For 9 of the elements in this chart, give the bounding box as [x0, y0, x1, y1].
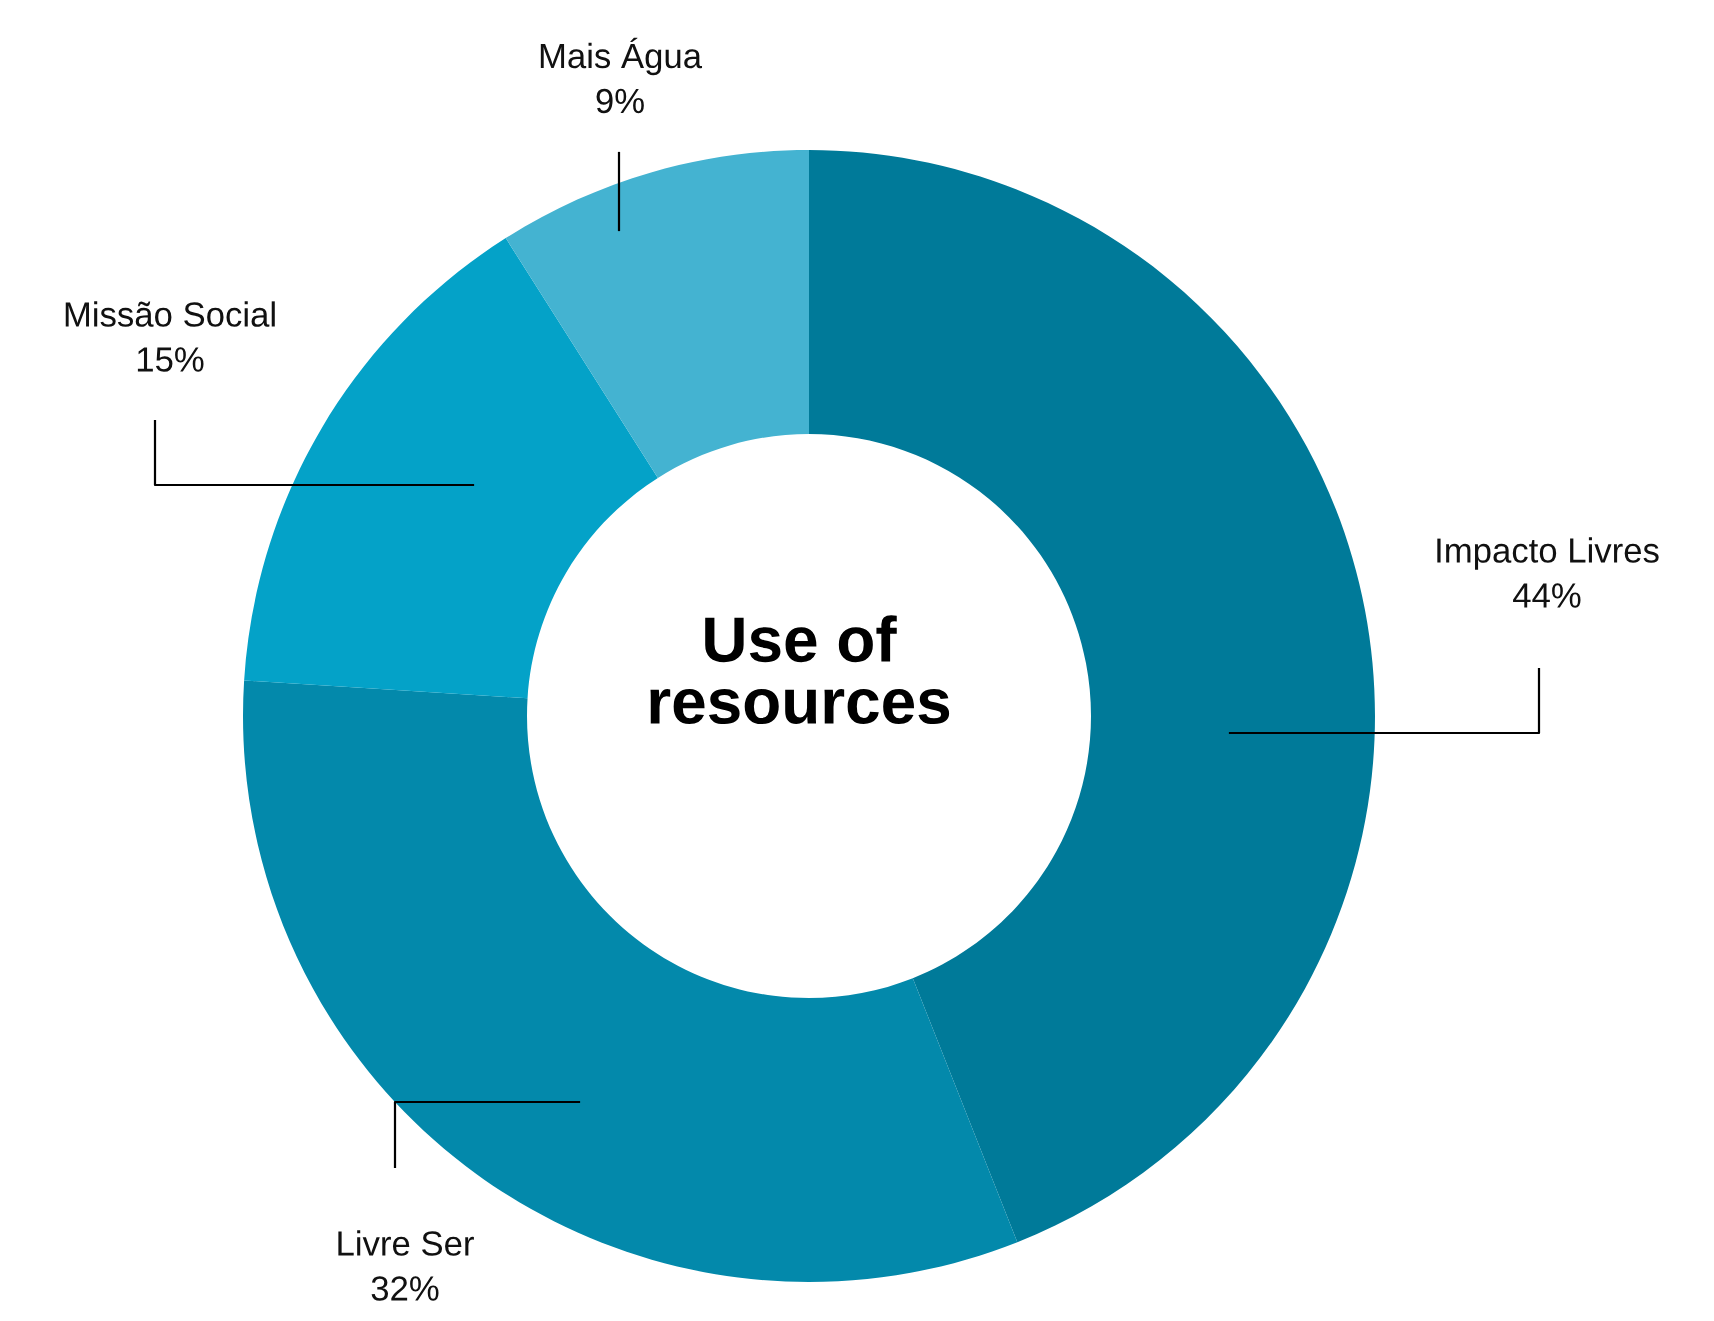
- slice-label: Missão Social: [65, 301, 275, 327]
- slice-label: Mais Água: [540, 37, 703, 76]
- slice-label: Impacto Livres: [1437, 537, 1659, 570]
- data-label: 9%: [596, 88, 644, 114]
- slice-label: Livre Ser: [338, 1230, 474, 1256]
- data-label: 32%: [371, 1276, 439, 1301]
- data-label: 15%: [137, 347, 204, 372]
- data-label: 44%: [1513, 583, 1581, 608]
- text: Use of resources: [650, 615, 950, 725]
